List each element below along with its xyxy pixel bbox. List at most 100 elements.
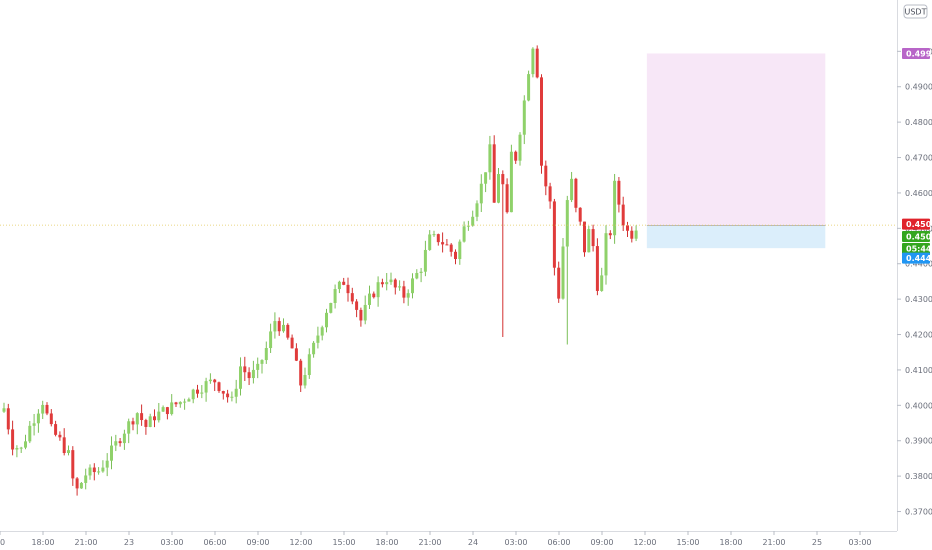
candle-body — [88, 467, 92, 476]
candle-body — [251, 369, 255, 379]
y-tick-label: 0.3900 — [905, 437, 932, 446]
stop-price-tag[interactable]: 0.4444 — [902, 252, 932, 264]
candle — [97, 467, 101, 475]
candle-body — [299, 360, 303, 386]
candle-body — [552, 201, 556, 268]
candle-body — [122, 433, 126, 444]
candle — [320, 325, 324, 341]
candle — [24, 434, 27, 450]
candle — [329, 302, 333, 314]
currency-badge[interactable]: USDT — [903, 4, 928, 19]
candle-body — [247, 372, 251, 379]
candle-body — [41, 404, 45, 414]
target-price-tag[interactable]: 0.4994 — [902, 47, 932, 59]
candle-body — [45, 404, 49, 414]
candle — [208, 373, 212, 384]
x-tick-label: 21:00 — [74, 538, 97, 547]
candle-body — [471, 216, 475, 226]
candle — [518, 132, 522, 166]
candle-body — [363, 304, 367, 321]
candle — [157, 402, 161, 423]
candle — [75, 477, 79, 496]
price-tag-box — [902, 252, 930, 264]
candle — [333, 284, 337, 309]
candle — [406, 289, 410, 306]
candle — [604, 225, 608, 285]
x-tick-label: 25 — [812, 538, 822, 547]
y-tick-label: 0.4000 — [905, 401, 932, 410]
stop-zone[interactable] — [646, 225, 826, 249]
candle — [531, 47, 535, 78]
candle — [458, 239, 462, 265]
candle — [101, 460, 105, 473]
candle — [415, 269, 419, 280]
countdown-tag[interactable]: 05:44 — [902, 242, 932, 254]
candle-body — [15, 448, 19, 450]
candle-body — [105, 460, 109, 468]
candle-body — [393, 279, 397, 288]
candle — [591, 224, 595, 252]
price-tag-box — [902, 218, 930, 230]
candle-body — [114, 441, 118, 446]
candle-body — [385, 282, 389, 285]
entry-price-tag[interactable]: 0.4508 — [902, 230, 932, 242]
candle-body — [372, 293, 376, 298]
candle — [165, 406, 169, 420]
candle — [286, 323, 290, 340]
candle — [71, 446, 75, 486]
candle — [131, 417, 135, 431]
candle-body — [217, 382, 221, 392]
candle-body — [79, 482, 83, 489]
candle — [174, 401, 178, 407]
candle — [600, 267, 604, 292]
x-tick-label: 24 — [468, 538, 478, 547]
candle-body — [36, 413, 40, 424]
candle-body — [595, 246, 599, 291]
candle — [105, 453, 109, 477]
candle-body — [183, 401, 187, 403]
candle-body — [307, 354, 311, 376]
candle — [346, 277, 350, 302]
x-tick-label: 03:00 — [160, 538, 183, 547]
candle — [88, 464, 92, 480]
last-price-tag[interactable]: 0.4509 — [902, 218, 932, 230]
candle — [118, 437, 122, 447]
candle — [11, 420, 15, 456]
candle — [243, 356, 247, 381]
candle — [161, 405, 165, 412]
candle-body — [213, 379, 217, 383]
candle — [178, 401, 182, 408]
candle — [578, 207, 582, 226]
time-axis[interactable]: 00 18:00 21:00 23 03:00 06:00 09:00 12:00 15:00 1… — [0, 531, 872, 547]
candle-body — [428, 234, 432, 250]
candle-body — [561, 246, 565, 299]
candle-body — [501, 174, 505, 185]
candle — [449, 243, 453, 257]
candle — [479, 174, 483, 213]
candle-body — [243, 366, 247, 373]
candle-body — [527, 74, 531, 101]
candle — [380, 278, 384, 288]
candle — [583, 221, 586, 257]
candle-body — [376, 282, 380, 298]
candle — [544, 160, 548, 196]
x-tick-label: 21:00 — [418, 538, 441, 547]
x-tick-label: 12:00 — [633, 538, 656, 547]
candle-body — [230, 396, 234, 398]
candle — [114, 434, 118, 452]
x-tick-label: 15:00 — [332, 538, 355, 547]
price-tag-text: 0.4994 — [906, 49, 932, 58]
target-zone[interactable] — [646, 53, 826, 226]
candle — [626, 221, 629, 238]
candle — [307, 348, 311, 379]
candle — [505, 178, 509, 214]
candle-body — [140, 413, 144, 421]
x-tick-label: 18:00 — [31, 538, 54, 547]
candle — [337, 280, 341, 294]
candle — [574, 177, 578, 213]
candle-body — [49, 413, 53, 425]
candle — [423, 240, 427, 277]
candle-body — [445, 244, 449, 246]
candle — [19, 446, 23, 453]
